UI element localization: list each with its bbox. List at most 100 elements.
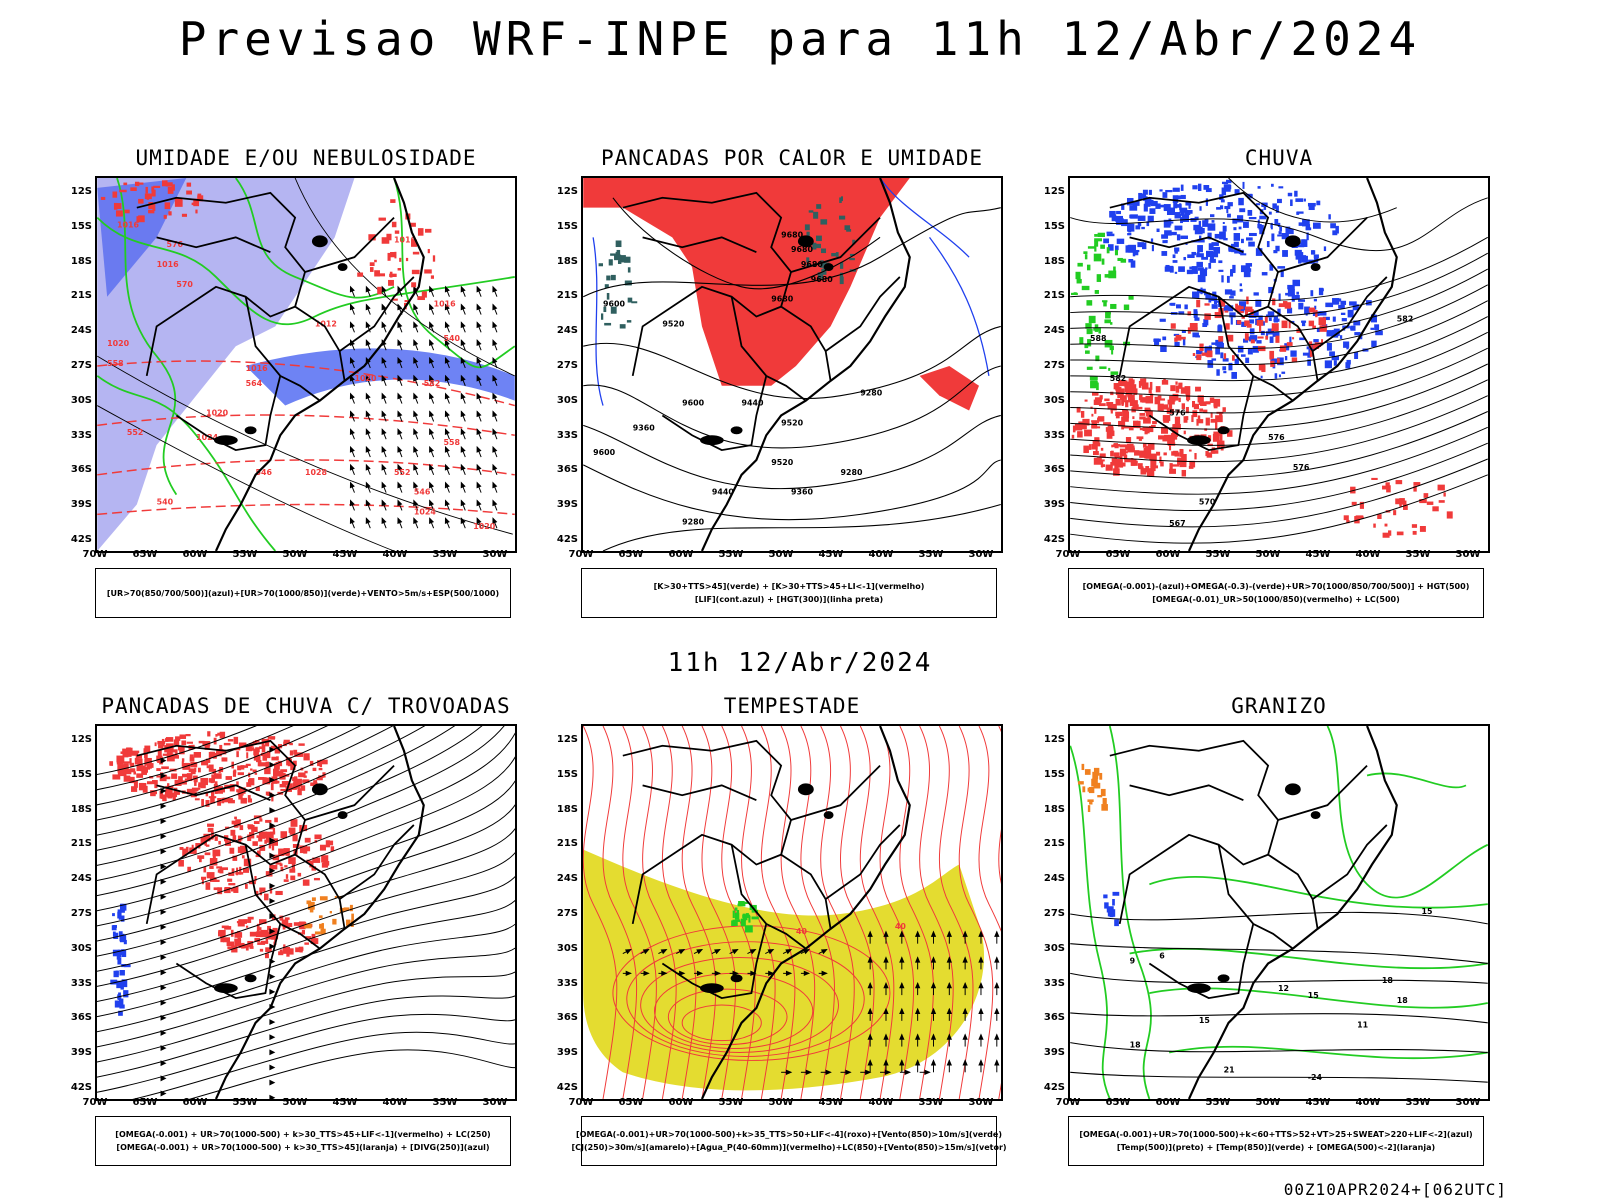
blue-hail-area [1103,891,1120,927]
lat-tick-label: 42S [1043,1082,1065,1093]
lon-tick-label: 70W [82,1097,108,1108]
panel-title-pancadas-trovoadas: PANCADAS DE CHUVA C/ TROVOADAS [101,694,511,718]
lat-tick-label: 18S [556,803,578,815]
country-borders [622,191,901,452]
contour-label: 582 [424,379,441,388]
panel-title-pancadas-calor: PANCADAS POR CALOR E UMIDADE [600,146,983,170]
lat-tick-label: 15S [70,768,92,780]
lat-tick-label: 12S [1043,734,1065,745]
lat-tick-label: 12S [70,186,92,197]
lat-tick-label: 33S [70,977,92,989]
blue-divergence [110,903,131,1016]
lat-tick-label: 21S [556,290,578,302]
lon-tick-label: 55W [232,1097,258,1108]
contour-label: 1016 [434,300,457,309]
lat-tick-label: 27S [1043,360,1065,371]
contour-label: 546 [414,488,431,497]
temp500-black-contours [1070,911,1488,1083]
lat-tick-label: 30S [70,394,92,406]
map-panel-tempestade: 40 40 [581,724,1003,1101]
lon-tick-label: 65W [132,1097,158,1108]
lon-tick-label: 60W [668,549,694,560]
unstable-red-area-2 [919,365,979,411]
lat-tick-label: 18S [1043,255,1065,267]
lon-tick-label: 45W [818,1097,844,1108]
panel-title-granizo: GRANIZO [1231,694,1327,718]
map-canvas: 1016 1016 1016 1016 1012 1020 1020 1016 1020 1024… [97,178,515,551]
lon-tick-label: 65W [1105,549,1131,560]
lat-tick-label: 33S [556,429,578,441]
lon-tick-label: 35W [918,1097,944,1108]
contour-label: 6 [1159,952,1165,961]
lon-tick-label: 50W [282,549,308,560]
lat-tick-label: 15S [556,220,578,232]
contour-label: 18 [1382,976,1394,985]
lat-tick-label: 21S [556,838,578,850]
contour-label: 576 [1268,433,1285,442]
contour-label: 1016 [117,220,140,229]
lon-tick-label: 35W [1405,1097,1431,1108]
contour-label: 15 [1199,1016,1210,1025]
lon-tick-label: 30W [1455,1097,1481,1108]
green-wind-area [731,900,759,933]
lat-tick-label: 15S [1043,220,1065,232]
lat-tick-label: 12S [70,734,92,745]
lat-tick-label: 33S [1043,429,1065,441]
contour-label: 1020 [206,408,229,417]
lon-tick-label: 35W [432,1097,458,1108]
legend-box-granizo: [OMEGA(-0.001)+UR>70(1000-500)+k<60+TTS>… [1068,1116,1484,1166]
contour-label: 558 [444,438,461,447]
legend-line: [OMEGA(-0.001) + UR>70(1000-500) + k>30_… [116,1143,490,1152]
main-title: Previsao WRF-INPE para 11h 12/Abr/2024 [178,12,1422,66]
orange-omega-area [1077,763,1108,813]
contour-label: 9520 [662,319,685,328]
contour-label: 9520 [781,418,804,427]
lat-tick-label: 33S [1043,977,1065,989]
lat-tick-label: 30S [556,942,578,954]
lon-tick-label: 35W [1405,549,1431,560]
legend-box-pancadas-calor: [K>30+TTS>45](verde) + [K>30+TTS>45+LI<-… [581,568,997,618]
lat-tick-label: 12S [1043,186,1065,197]
lon-tick-label: 50W [1255,1097,1281,1108]
lat-tick-label: 36S [1043,464,1065,476]
contour-label: 1024 [196,433,219,442]
contour-label: 11 [1357,1021,1368,1030]
lon-tick-label: 65W [1105,1097,1131,1108]
contour-label: 570 [176,280,193,289]
lat-tick-label: 27S [556,360,578,371]
lat-tick-label: 24S [1043,325,1065,337]
contour-label: 9360 [633,423,656,432]
lat-tick-label: 42S [70,1082,92,1093]
lat-tick-label: 15S [556,768,578,780]
legend-line: [UR>70(850/700/500)](azul)+[UR>70(1000/8… [106,588,500,598]
contour-label: 12 [1278,984,1289,993]
contour-label: -24 [1308,1073,1323,1082]
lon-tick-label: 30W [482,1097,508,1108]
contour-labels: 15 6 9 12 15 18 18 15 11 18 21 -24 [1130,907,1433,1082]
lat-tick-label: 39S [70,499,92,511]
lif-blue-contours [592,178,990,406]
lon-tick-label: 50W [768,549,794,560]
teal-cells-west [598,240,638,329]
lon-tick-label: 55W [232,549,258,560]
lon-tick-label: 60W [1155,1097,1181,1108]
lon-tick-label: 55W [718,549,744,560]
lat-tick-label: 33S [70,429,92,441]
lon-tick-label: 65W [618,549,644,560]
contour-label: 9280 [860,389,883,398]
lat-tick-label: 30S [70,942,92,954]
lon-tick-label: 70W [1055,549,1081,560]
lon-tick-label: 40W [1355,1097,1381,1108]
lat-tick-label: 27S [556,908,578,919]
contour-label: 9360 [791,488,814,497]
lat-tick-label: 39S [1043,1047,1065,1059]
legend-line: [OMEGA(-0.001)+UR>70(1000-500)+k<60+TTS>… [1079,1130,1473,1139]
lon-tick-label: 45W [1305,549,1331,560]
lon-tick-label: 35W [918,549,944,560]
lc250-streamlines-heads [160,746,276,1099]
lat-tick-label: 42S [1043,534,1065,545]
country-borders [136,739,415,1000]
red-omega-ur-area [1071,378,1233,477]
lon-tick-label: 40W [1355,549,1381,560]
thickness-dashed-lines [97,360,515,516]
